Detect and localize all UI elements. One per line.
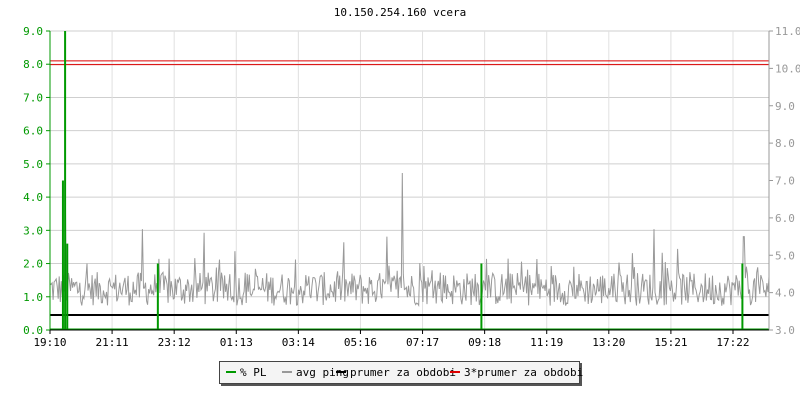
left-tick-label: 1.0 [23, 291, 43, 304]
x-tick-label: 17:22 [716, 336, 749, 349]
legend-label-prumer: prumer za obdobi [350, 366, 456, 379]
left-tick-label: 7.0 [23, 91, 43, 104]
avg-ping-line [49, 172, 770, 307]
chart-title: 10.150.254.160 vcera [333, 6, 467, 19]
left-axis-ticks: 0.0 1.0 2.0 3.0 4.0 5.0 6.0 7.0 8.0 9.0 [23, 25, 50, 337]
x-tick-label: 03:14 [282, 336, 315, 349]
legend-entry-prumer: prumer za obdobi [336, 362, 456, 383]
right-tick-label: 5.0 [775, 249, 795, 262]
legend-label-prumer3: 3*prumer za obdobi [464, 366, 584, 379]
left-tick-label: 9.0 [23, 25, 43, 38]
left-tick-label: 8.0 [23, 58, 43, 71]
legend-swatch-prumer [336, 371, 346, 373]
left-tick-label: 2.0 [23, 258, 43, 271]
legend-entry-avg-ping: avg ping [282, 362, 349, 383]
legend-swatch-prumer3 [450, 371, 460, 373]
left-tick-label: 0.0 [23, 324, 43, 337]
legend-label-pl: % PL [240, 366, 267, 379]
legend-label-avg-ping: avg ping [296, 366, 349, 379]
x-tick-label: 23:12 [158, 336, 191, 349]
pl-series [50, 31, 769, 330]
legend-entry-pl: % PL [226, 362, 267, 383]
right-tick-label: 6.0 [775, 212, 795, 225]
legend-swatch-avg-ping [282, 371, 292, 373]
x-tick-label: 13:20 [592, 336, 625, 349]
prumer3-series [50, 60, 769, 66]
legend: % PL avg ping prumer za obdobi 3*prumer … [219, 361, 583, 384]
x-tick-label: 21:11 [96, 336, 129, 349]
left-tick-label: 4.0 [23, 191, 43, 204]
avg-ping-series [49, 172, 770, 307]
x-tick-label: 09:18 [468, 336, 501, 349]
legend-entry-prumer3: 3*prumer za obdobi [450, 362, 583, 383]
x-tick-label: 15:21 [654, 336, 687, 349]
right-tick-label: 3.0 [775, 324, 795, 337]
left-tick-label: 5.0 [23, 158, 43, 171]
x-tick-label: 05:16 [344, 336, 377, 349]
right-axis-ticks: 3.0 4.0 5.0 6.0 7.0 8.0 9.0 10.0 11.0 [769, 25, 800, 337]
x-tick-label: 19:10 [33, 336, 66, 349]
right-tick-label: 11.0 [775, 25, 800, 38]
x-tick-label: 01:13 [220, 336, 253, 349]
right-tick-label: 10.0 [775, 62, 800, 75]
legend-swatch-pl [226, 371, 236, 373]
x-axis-ticks: 19:10 21:11 23:12 01:13 03:14 05:16 07:17 09:18… [33, 330, 750, 349]
left-tick-label: 6.0 [23, 125, 43, 138]
left-tick-label: 3.0 [23, 224, 43, 237]
right-tick-label: 9.0 [775, 100, 795, 113]
x-tick-label: 07:17 [406, 336, 439, 349]
right-tick-label: 8.0 [775, 137, 795, 150]
x-tick-label: 11:19 [530, 336, 563, 349]
right-tick-label: 4.0 [775, 287, 795, 300]
right-tick-label: 7.0 [775, 175, 795, 188]
